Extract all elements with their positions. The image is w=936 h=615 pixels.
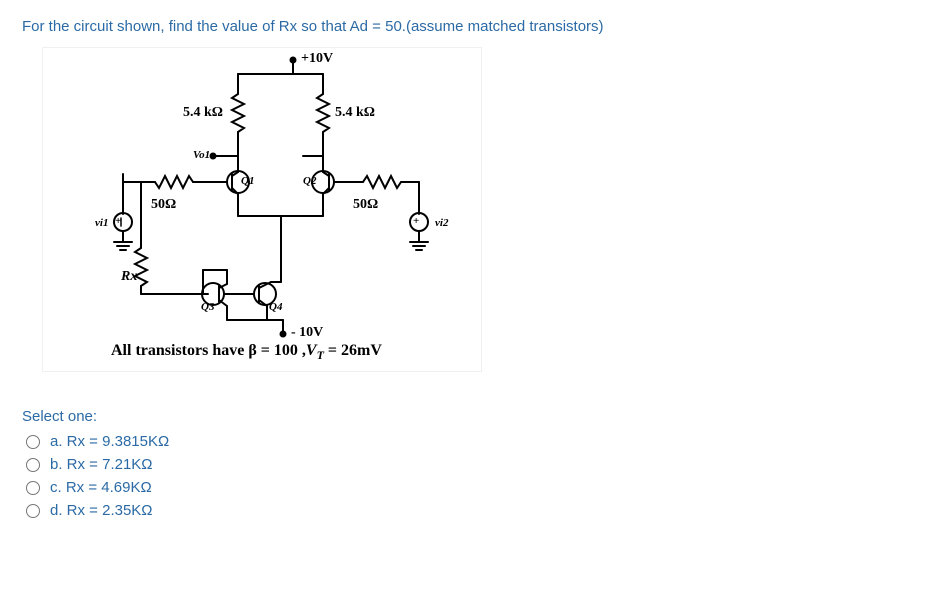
label-vi1: vi1 <box>95 217 108 229</box>
question-text: For the circuit shown, find the value of… <box>22 18 914 35</box>
option-c-label[interactable]: c. Rx = 4.69KΩ <box>50 479 152 496</box>
label-rx: Rx <box>120 269 137 284</box>
option-b-label[interactable]: b. Rx = 7.21KΩ <box>50 456 153 473</box>
options-list: a. Rx = 9.3815KΩ b. Rx = 7.21KΩ c. Rx = … <box>22 433 914 519</box>
option-d[interactable]: d. Rx = 2.35KΩ <box>22 502 914 519</box>
caption-vt-sub: T <box>317 348 324 362</box>
caption-vt: V <box>306 342 317 359</box>
label-q3: Q3 <box>201 301 215 313</box>
label-r-top-l: 5.4 kΩ <box>183 105 223 120</box>
option-d-radio[interactable] <box>26 504 40 518</box>
option-a[interactable]: a. Rx = 9.3815KΩ <box>22 433 914 450</box>
label-rin-r: 50Ω <box>353 197 378 212</box>
caption-beta: β <box>248 342 256 359</box>
label-q1: Q1 <box>241 175 254 187</box>
label-vminus: - 10V <box>291 325 323 338</box>
caption-val: = 26mV <box>324 342 382 359</box>
caption-eq: = 100 , <box>257 342 306 359</box>
label-q4: Q4 <box>269 301 283 313</box>
circuit-caption: All transistors have β = 100 ,VT = 26mV <box>111 342 382 363</box>
option-a-radio[interactable] <box>26 435 40 449</box>
select-prompt: Select one: <box>22 408 914 425</box>
label-rin-l: 50Ω <box>151 197 176 212</box>
circuit-diagram: + + <box>42 47 482 372</box>
option-c-radio[interactable] <box>26 481 40 495</box>
label-vi2: vi2 <box>435 217 449 229</box>
label-q2: Q2 <box>303 175 317 187</box>
svg-text:+: + <box>413 215 419 227</box>
option-d-label[interactable]: d. Rx = 2.35KΩ <box>50 502 153 519</box>
option-b[interactable]: b. Rx = 7.21KΩ <box>22 456 914 473</box>
caption-prefix: All transistors have <box>111 342 248 359</box>
option-b-radio[interactable] <box>26 458 40 472</box>
label-vo1: Vo1 <box>193 149 210 161</box>
label-r-top-r: 5.4 kΩ <box>335 105 375 120</box>
svg-text:+: + <box>115 215 121 227</box>
option-c[interactable]: c. Rx = 4.69KΩ <box>22 479 914 496</box>
option-a-label[interactable]: a. Rx = 9.3815KΩ <box>50 433 169 450</box>
label-vplus: +10V <box>301 51 333 66</box>
